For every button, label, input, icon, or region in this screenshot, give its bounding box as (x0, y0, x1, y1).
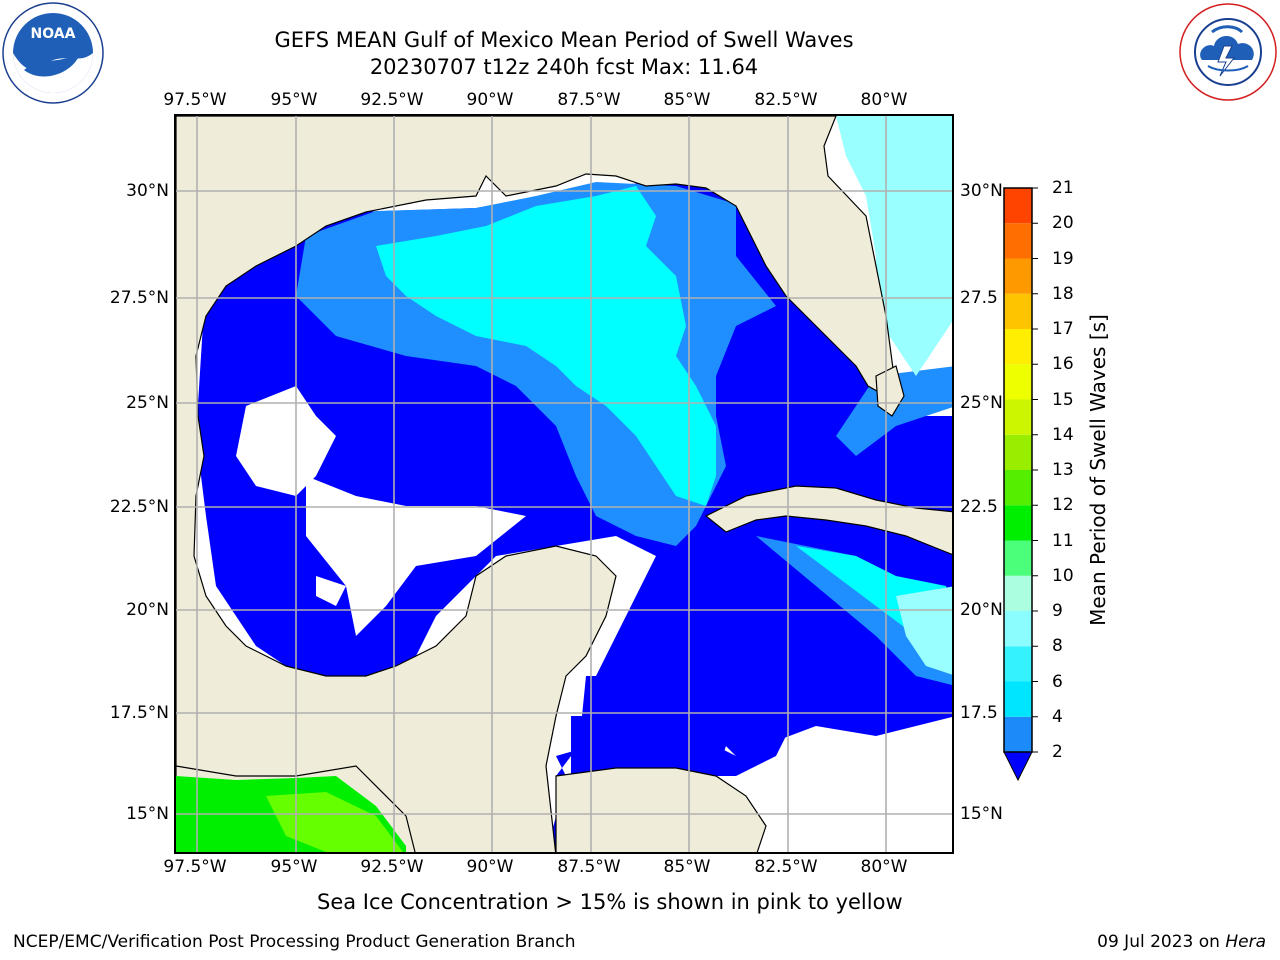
colorbar-tick-label: 20 (1052, 213, 1074, 234)
colorbar-segment (1004, 611, 1032, 647)
colorbar-tick-label: 6 (1052, 671, 1063, 692)
lon-tick-top: 80°W (860, 90, 908, 110)
lon-tick-top: 87.5°W (557, 90, 621, 110)
lon-tick-top: 82.5°W (754, 90, 818, 110)
colorbar-segment (1004, 399, 1032, 435)
colorbar-segment (1004, 293, 1032, 329)
colorbar-tick-label: 13 (1052, 460, 1074, 480)
colorbar-segment (1004, 540, 1032, 576)
noaa-logo-text: NOAA (31, 26, 76, 42)
lat-tick-right: 30°N (960, 181, 1003, 201)
colorbar-segment (1004, 716, 1032, 752)
lat-tick-right: 15°N (960, 804, 1003, 824)
lon-tick-bottom: 80°W (860, 857, 908, 877)
land-honduras (555, 767, 767, 852)
lat-tick-left: 22.5°N (109, 497, 169, 517)
colorbar-segment (1004, 681, 1032, 717)
nodata-patch (236, 386, 336, 496)
colorbar-tick-label: 17 (1052, 319, 1074, 339)
colorbar-segment (1004, 329, 1032, 365)
colorbar-tick-label: 9 (1052, 601, 1063, 621)
lon-tick-top: 90°W (466, 90, 514, 110)
sea-ice-caption: Sea Ice Concentration > 15% is shown in … (317, 890, 903, 914)
nodata-patch (306, 476, 526, 636)
lat-tick-right: 27.5 (960, 288, 998, 308)
colorbar-segment (1004, 188, 1032, 224)
colorbar-segment (1004, 505, 1032, 541)
nodata-patch (316, 576, 346, 606)
lon-tick-bottom: 97.5°W (163, 857, 227, 877)
footer-date: 09 Jul 2023 on Hera (1097, 932, 1266, 952)
lat-tick-left: 27.5°N (109, 288, 169, 308)
lat-tick-left: 30°N (126, 181, 169, 201)
lat-tick-left: 15°N (126, 804, 169, 824)
period-2-4-honduras-coast (571, 716, 676, 776)
lon-tick-bottom: 85°W (663, 857, 711, 877)
period-8-9-caribbean (896, 586, 952, 675)
lon-tick-bottom: 87.5°W (557, 857, 621, 877)
map-gridlines (176, 116, 952, 852)
colorbar-segment (1004, 434, 1032, 470)
land-cuba (704, 485, 952, 556)
lat-tick-left: 20°N (126, 600, 169, 620)
lat-tick-right: 20°N (960, 600, 1003, 620)
colorbar-tick-label: 8 (1052, 636, 1063, 657)
map-frame (174, 114, 954, 854)
colorbar-tick-label: 10 (1052, 565, 1074, 586)
lon-tick-bottom: 92.5°W (360, 857, 424, 877)
lat-tick-left: 17.5°N (109, 703, 169, 723)
period-8-9-atlantic (836, 116, 952, 376)
colorbar-segment (1004, 258, 1032, 294)
colorbar-tick-label: 18 (1052, 283, 1074, 304)
colorbar-tick-label: 21 (1052, 178, 1074, 198)
colorbar-tick-label: 19 (1052, 248, 1074, 269)
footer-date-text: 09 Jul 2023 on (1097, 932, 1226, 952)
colorbar-tick-label: 16 (1052, 354, 1074, 375)
colorbar-tick-label: 12 (1052, 495, 1074, 516)
colorbar-segment (1004, 646, 1032, 682)
lat-tick-right: 25°N (960, 393, 1003, 413)
colorbar-tick-label: 4 (1052, 706, 1063, 727)
swell-period-map (176, 116, 952, 852)
colorbar-under-triangle (1003, 751, 1033, 782)
lon-tick-top: 92.5°W (360, 90, 424, 110)
noaa-logo: NOAA (2, 2, 104, 104)
lon-tick-top: 95°W (270, 90, 318, 110)
colorbar-tick-label: 15 (1052, 389, 1074, 410)
colorbar-segment (1004, 223, 1032, 259)
map-title: GEFS MEAN Gulf of Mexico Mean Period of … (274, 28, 854, 52)
period-6-8-field (376, 186, 716, 506)
map-subtitle: 20230707 t12z 240h fcst Max: 11.64 (369, 55, 759, 79)
lon-tick-bottom: 95°W (270, 857, 318, 877)
nws-logo (1178, 2, 1278, 102)
colorbar-segment (1004, 470, 1032, 506)
colorbar-tick-label: 11 (1052, 530, 1074, 551)
period-11-12-pacific (266, 792, 403, 852)
lon-tick-bottom: 82.5°W (754, 857, 818, 877)
footer-credit: NCEP/EMC/Verification Post Processing Pr… (13, 932, 576, 952)
colorbar (1003, 187, 1038, 782)
lat-tick-left: 25°N (126, 393, 169, 413)
footer-machine: Hera (1225, 932, 1266, 952)
lon-tick-top: 97.5°W (163, 90, 227, 110)
colorbar-tick-label: 2 (1052, 742, 1063, 762)
lon-tick-top: 85°W (663, 90, 711, 110)
lon-tick-bottom: 90°W (466, 857, 514, 877)
colorbar-segment (1004, 364, 1032, 400)
colorbar-title: Mean Period of Swell Waves [s] (1086, 314, 1110, 626)
lat-tick-right: 17.5 (960, 703, 998, 723)
colorbar-tick-label: 14 (1052, 424, 1074, 445)
lat-tick-right: 22.5 (960, 497, 998, 517)
colorbar-segment (1004, 575, 1032, 611)
